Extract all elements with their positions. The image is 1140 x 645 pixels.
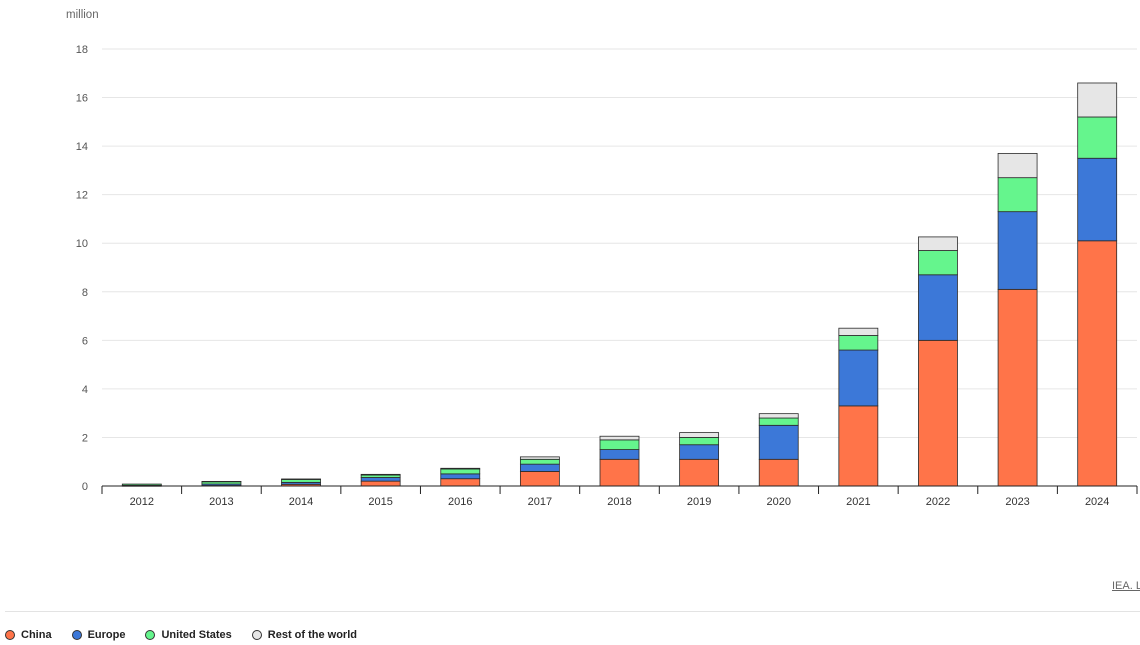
bar-segment[interactable] (997, 177, 1038, 213)
bar-segment[interactable] (360, 473, 401, 476)
bar-segment[interactable] (1077, 157, 1118, 242)
chart: million 0 2 4 6 8 10 12 14 16 18 2012 2013 2014 2015… (66, 9, 1138, 508)
bar-segment[interactable] (360, 477, 401, 482)
legend-item[interactable]: United States (145, 629, 232, 641)
y-tick-label: 4 (82, 384, 88, 396)
bar-segment[interactable] (121, 483, 162, 486)
x-axis: 2012 2013 2014 2015 2016 2017 2018 2019 2020 2021… (101, 485, 1138, 508)
bar-segment[interactable] (758, 458, 799, 487)
y-tick-label: 12 (76, 190, 88, 202)
bar-segment[interactable] (440, 473, 481, 480)
legend-label: Rest of the world (267, 629, 357, 641)
bar-segment[interactable] (679, 444, 720, 460)
legend-label: Europe (87, 629, 126, 641)
x-tick-label: 2012 (130, 496, 154, 508)
legend-swatch-icon (251, 630, 262, 640)
y-tick-label: 16 (76, 93, 88, 105)
bar-segment[interactable] (997, 211, 1038, 290)
bar-segment[interactable] (201, 480, 242, 483)
x-tick-label: 2018 (607, 496, 631, 508)
bar-segment[interactable] (440, 467, 481, 470)
bar-segment[interactable] (679, 432, 720, 438)
bar-segment[interactable] (758, 424, 799, 460)
bar-segment[interactable] (281, 479, 321, 483)
bar-segment[interactable] (1077, 240, 1118, 487)
gridlines: 0 2 4 6 8 10 12 14 16 18 (76, 44, 1137, 493)
bar-segment[interactable] (918, 250, 958, 276)
x-tick-label: 2022 (926, 496, 950, 508)
y-tick-label: 14 (76, 141, 88, 153)
x-tick-label: 2016 (448, 496, 472, 508)
x-tick-label: 2019 (687, 496, 711, 508)
bar-segment[interactable] (997, 288, 1038, 487)
bar-segment[interactable] (599, 449, 640, 460)
x-tick-label: 2020 (766, 496, 790, 508)
legend: China Europe United States Rest of the worl… (5, 628, 357, 642)
y-tick-label: 10 (76, 238, 88, 250)
legend-label: United States (161, 629, 232, 641)
x-tick-label: 2015 (368, 496, 392, 508)
source-link[interactable]: IEA. Licence: CC BY 4.0 (1112, 580, 1140, 592)
x-tick-label: 2024 (1085, 496, 1109, 508)
bar-segment[interactable] (758, 413, 799, 419)
bars (121, 82, 1118, 487)
legend-label: China (21, 629, 52, 641)
legend-divider (5, 611, 1140, 612)
y-tick-label: 6 (82, 335, 88, 347)
bar-segment[interactable] (758, 417, 799, 426)
bar-segment[interactable] (519, 456, 560, 460)
bar-segment[interactable] (838, 327, 879, 336)
bar-segment[interactable] (599, 435, 640, 441)
x-tick-label: 2014 (289, 496, 313, 508)
y-tick-label: 2 (82, 432, 88, 444)
bar-segment[interactable] (440, 478, 481, 487)
legend-swatch-icon (5, 630, 15, 640)
x-tick-label: 2013 (209, 496, 233, 508)
x-tick-label: 2017 (528, 496, 552, 508)
bar-segment[interactable] (281, 478, 321, 480)
legend-item[interactable]: Rest of the world (251, 629, 357, 641)
y-tick-label: 18 (76, 44, 88, 56)
x-tick-label: 2023 (1005, 496, 1029, 508)
bar-segment[interactable] (838, 405, 879, 487)
bar-segment[interactable] (519, 471, 560, 487)
bar-segment[interactable] (519, 463, 560, 472)
bar-segment[interactable] (440, 468, 481, 475)
bar-segment[interactable] (599, 458, 640, 487)
y-tick-label: 0 (82, 481, 88, 493)
bar-segment[interactable] (1077, 116, 1118, 159)
legend-item[interactable]: Europe (71, 629, 126, 641)
legend-item[interactable]: China (5, 629, 52, 641)
legend-swatch-icon (145, 630, 156, 640)
bar-segment[interactable] (679, 437, 720, 446)
legend-swatch-icon (71, 630, 82, 640)
bar-segment[interactable] (918, 274, 958, 341)
chart-plot: million 0 2 4 6 8 10 12 14 16 18 2012 2013 2014 2015… (66, 9, 1138, 508)
bar-segment[interactable] (838, 349, 879, 407)
bar-segment[interactable] (599, 439, 640, 450)
bar-segment[interactable] (679, 458, 720, 487)
bar-segment[interactable] (997, 152, 1038, 179)
bar-segment[interactable] (519, 458, 560, 465)
x-tick-label: 2021 (846, 496, 870, 508)
bar-segment[interactable] (360, 480, 401, 487)
bar-segment[interactable] (918, 236, 958, 251)
bar-segment[interactable] (918, 339, 958, 487)
bar-segment[interactable] (838, 335, 879, 351)
y-unit-label: million (66, 9, 99, 21)
bar-segment[interactable] (1077, 82, 1118, 118)
y-tick-label: 8 (82, 287, 88, 299)
